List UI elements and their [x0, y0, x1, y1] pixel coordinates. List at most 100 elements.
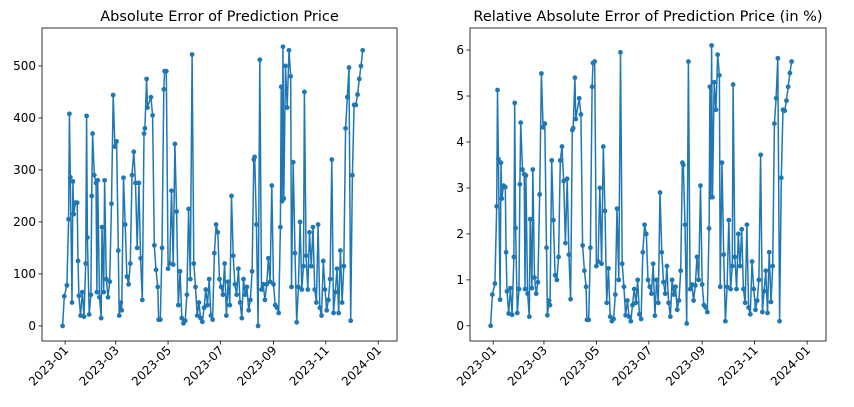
data-point	[265, 255, 271, 261]
data-point	[557, 157, 563, 163]
y-tick-label: 2	[456, 227, 464, 241]
data-point	[611, 316, 617, 322]
data-point	[626, 314, 632, 320]
x-tick-label: 2023-03	[505, 343, 550, 388]
data-point	[497, 297, 503, 303]
x-tick-label: 2023-01	[26, 343, 71, 388]
data-point	[191, 261, 197, 266]
data-point	[664, 263, 670, 269]
data-point	[237, 300, 243, 305]
data-point	[280, 44, 286, 50]
data-point	[94, 289, 100, 295]
data-point	[319, 313, 324, 318]
data-point	[144, 76, 150, 82]
data-point	[673, 284, 678, 290]
data-point	[513, 225, 518, 231]
data-point	[196, 300, 202, 305]
data-point	[138, 255, 144, 261]
data-point	[523, 173, 529, 178]
data-point	[161, 86, 167, 92]
data-point	[217, 276, 222, 282]
data-point	[492, 281, 498, 286]
data-point	[678, 268, 684, 274]
data-point	[358, 63, 364, 69]
data-point	[535, 279, 541, 285]
data-point	[630, 302, 635, 308]
data-point	[267, 279, 273, 285]
data-point	[324, 307, 330, 313]
data-point	[303, 253, 309, 259]
data-point	[90, 131, 95, 136]
x-tick-label: 2023-09	[663, 343, 708, 388]
data-point	[98, 315, 104, 321]
y-tick-label: 6	[456, 43, 464, 57]
data-point	[312, 287, 318, 292]
data-point	[640, 249, 646, 255]
data-point	[255, 323, 261, 329]
data-point	[139, 297, 145, 303]
data-point	[509, 312, 515, 318]
data-point	[770, 263, 776, 269]
data-point	[559, 144, 565, 149]
data-point	[704, 309, 710, 315]
data-point	[260, 281, 266, 287]
data-point	[218, 284, 224, 290]
x-tick-label: 2023-03	[77, 343, 122, 388]
data-point	[172, 141, 178, 147]
data-point	[101, 289, 107, 295]
data-point	[301, 89, 307, 95]
data-point	[549, 157, 555, 163]
data-point	[247, 297, 253, 303]
data-point	[676, 298, 682, 303]
data-point	[257, 57, 263, 63]
data-point	[284, 105, 290, 110]
data-point	[121, 175, 126, 181]
data-point	[124, 274, 130, 279]
data-point	[706, 225, 712, 231]
data-point	[112, 144, 118, 149]
data-point	[772, 121, 777, 127]
data-point	[289, 284, 294, 290]
data-point	[74, 200, 80, 206]
data-point	[301, 263, 306, 269]
data-point	[355, 92, 360, 97]
data-point	[739, 226, 745, 232]
data-point	[75, 258, 81, 264]
data-point	[322, 287, 328, 292]
data-point	[512, 100, 518, 106]
data-point	[494, 203, 500, 209]
data-point	[751, 286, 757, 292]
data-point	[527, 216, 533, 222]
data-point	[563, 240, 568, 246]
data-point	[520, 167, 525, 172]
data-point	[353, 102, 359, 108]
data-point	[621, 284, 627, 290]
data-point	[76, 293, 82, 299]
data-point	[749, 259, 755, 264]
data-point	[229, 193, 234, 199]
data-point	[667, 314, 673, 320]
data-point	[344, 94, 350, 100]
data-point	[283, 63, 288, 69]
data-point	[107, 279, 113, 285]
data-point	[687, 286, 693, 292]
data-point	[274, 305, 280, 311]
data-point	[514, 310, 520, 316]
data-point	[114, 138, 120, 144]
data-point	[67, 174, 73, 180]
data-point	[115, 248, 121, 253]
data-point	[785, 84, 791, 90]
data-point	[643, 231, 649, 237]
data-point	[746, 305, 752, 310]
data-point	[602, 208, 608, 214]
data-point	[662, 291, 668, 297]
data-point	[249, 268, 255, 274]
data-point	[71, 211, 77, 217]
data-point	[761, 288, 767, 294]
x-tick-label: 2023-01	[454, 343, 499, 388]
data-point	[538, 71, 544, 76]
data-point	[235, 266, 241, 272]
data-point	[163, 68, 169, 74]
data-point	[145, 105, 150, 110]
data-point	[81, 314, 87, 319]
